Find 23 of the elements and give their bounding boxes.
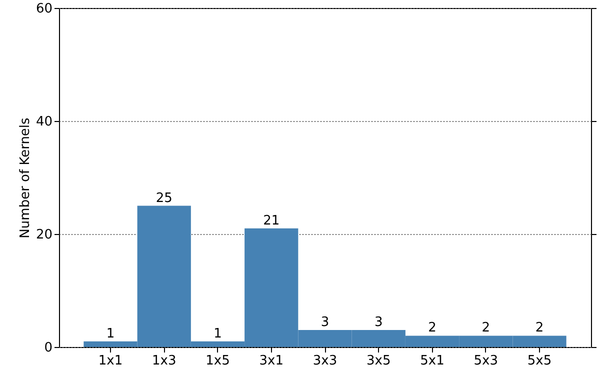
- data-label: 3: [320, 315, 330, 330]
- x-tick-label: 5x1: [420, 354, 444, 368]
- data-label: 1: [214, 326, 222, 342]
- x-tick-label: 3x3: [312, 354, 338, 368]
- data-label: 2: [482, 320, 490, 336]
- x-tick-label: 1x5: [206, 354, 230, 368]
- data-label: 1: [106, 326, 115, 342]
- y-tick-label: 20: [36, 228, 52, 242]
- y-tick-label: 40: [36, 114, 52, 130]
- y-axis-title: Number of Kernels: [18, 117, 33, 238]
- data-label: 2: [428, 320, 436, 336]
- x-tick-label: 5x3: [474, 354, 498, 368]
- data-label: 25: [156, 190, 172, 206]
- y-tick-label: 0: [44, 340, 52, 356]
- data-label: 21: [263, 213, 280, 228]
- x-tick-label: 3x1: [259, 354, 284, 368]
- data-label: 2: [535, 320, 544, 336]
- x-tick-label: 1x1: [98, 354, 123, 368]
- data-label: 3: [374, 315, 383, 330]
- x-tick-label: 5x5: [527, 354, 552, 368]
- y-tick-label: 60: [36, 2, 52, 16]
- x-tick-label: 3x5: [366, 354, 391, 368]
- x-tick-label: 1x3: [152, 354, 176, 368]
